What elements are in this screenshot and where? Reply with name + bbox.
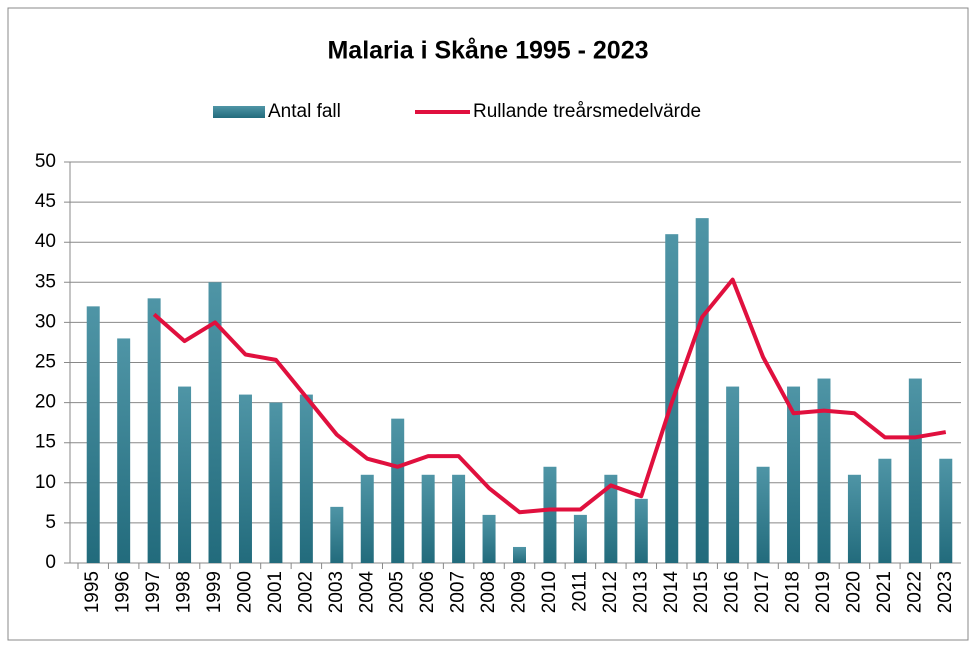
bar <box>391 418 405 563</box>
bar <box>330 506 344 563</box>
y-tick-label: 15 <box>35 432 56 453</box>
x-tick-label: 2010 <box>539 571 560 613</box>
line-series <box>152 277 947 515</box>
x-tick-label: 2006 <box>417 571 438 613</box>
x-tick-label: 2022 <box>904 571 925 613</box>
x-tick-label: 2000 <box>234 571 255 613</box>
bar <box>452 474 466 563</box>
x-tick-label: 1997 <box>143 571 164 613</box>
bar <box>878 458 892 563</box>
bar <box>421 474 435 563</box>
legend-label: Antal fall <box>268 101 341 122</box>
x-tick-label: 2009 <box>509 571 530 613</box>
x-tick-label: 2014 <box>661 571 682 614</box>
y-tick-label: 0 <box>45 552 56 573</box>
bar <box>634 498 648 563</box>
bar <box>513 546 526 563</box>
x-tick-label: 1995 <box>82 571 103 613</box>
bar <box>573 514 587 563</box>
y-tick-label: 5 <box>45 512 56 533</box>
y-tick-label: 40 <box>35 231 56 252</box>
bar <box>726 386 740 563</box>
bar <box>178 386 192 563</box>
bar <box>756 466 770 563</box>
y-tick-label: 45 <box>35 191 56 212</box>
bar <box>299 394 313 563</box>
bar <box>482 514 496 563</box>
x-tick-label: 2012 <box>600 571 621 613</box>
bar <box>269 402 283 563</box>
y-tick-label: 25 <box>35 352 56 373</box>
x-tick-label: 2007 <box>448 571 469 613</box>
legend-label: Rullande treårsmedelvärde <box>473 101 701 122</box>
x-tick-label: 2004 <box>356 571 377 614</box>
x-tick-label: 2013 <box>630 571 651 613</box>
y-tick-label: 50 <box>35 151 56 172</box>
bar <box>695 218 709 563</box>
bar <box>604 474 618 563</box>
x-tick-label: 2023 <box>935 571 956 613</box>
y-tick-label: 20 <box>35 392 56 413</box>
bar <box>908 378 922 563</box>
y-tick-label: 35 <box>35 271 56 292</box>
x-tick-label: 2018 <box>783 571 804 613</box>
x-tick-label: 2002 <box>295 571 316 613</box>
bar <box>208 282 222 563</box>
bar <box>117 338 131 563</box>
x-tick-label: 2015 <box>691 571 712 613</box>
bar <box>147 298 161 563</box>
x-tick-label: 2003 <box>326 571 347 613</box>
x-tick-label: 2001 <box>265 571 286 613</box>
x-tick-label: 2008 <box>478 571 499 613</box>
x-tick-label: 2021 <box>874 571 895 613</box>
legend-swatch <box>213 106 265 118</box>
x-tick-label: 2019 <box>813 571 834 613</box>
x-tick-label: 2011 <box>569 571 590 612</box>
x-tick-label: 2017 <box>752 571 773 613</box>
x-tick-label: 2020 <box>843 571 864 613</box>
x-tick-label: 1998 <box>174 571 195 613</box>
bar <box>787 386 801 563</box>
x-tick-label: 1999 <box>204 571 225 613</box>
bar <box>86 306 100 563</box>
y-tick-label: 30 <box>35 311 56 332</box>
bar <box>817 378 831 563</box>
bar <box>847 474 861 563</box>
bar <box>238 394 252 563</box>
bar <box>939 458 953 563</box>
y-tick-label: 10 <box>35 472 56 493</box>
bar <box>543 466 557 563</box>
bar <box>360 474 374 563</box>
chart-title: Malaria i Skåne 1995 - 2023 <box>327 37 648 65</box>
x-tick-label: 2016 <box>722 571 743 613</box>
x-tick-label: 2005 <box>387 571 408 613</box>
x-tick-label: 1996 <box>113 571 134 613</box>
